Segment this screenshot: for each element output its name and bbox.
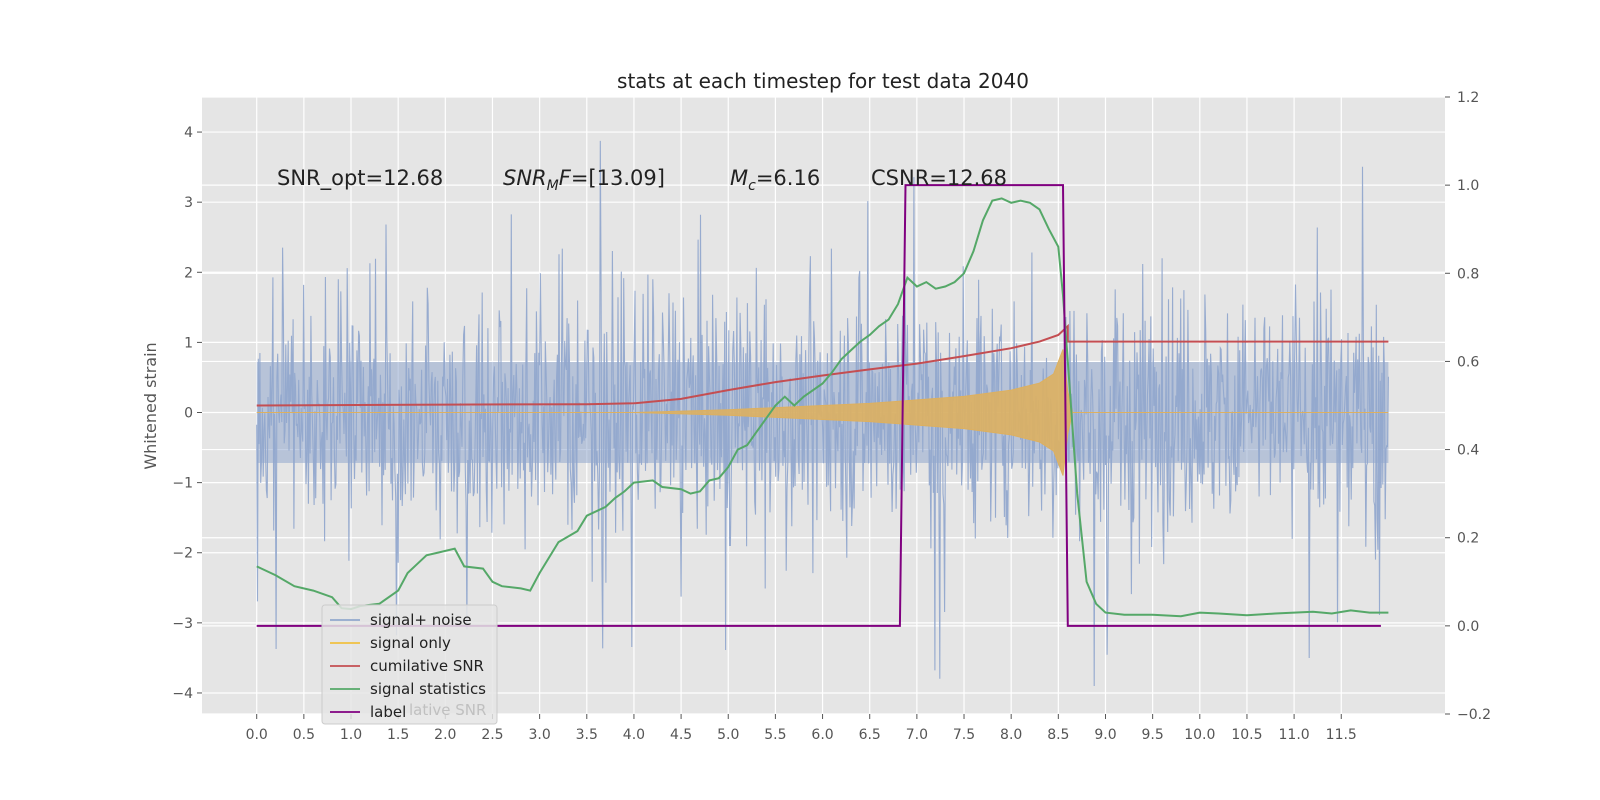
- y2-tick-label: 0.6: [1457, 354, 1479, 370]
- x-tick-label: 1.5: [387, 727, 409, 743]
- x-tick-label: 10.5: [1231, 727, 1262, 743]
- x-tick-label: 3.5: [576, 727, 598, 743]
- y-tick-label: −4: [172, 686, 193, 702]
- annotation-snr-mf-sub: M: [547, 178, 559, 194]
- x-tick-label: 1.0: [340, 727, 362, 743]
- series-signal-statistics: [256, 197, 1389, 618]
- legend: lative SNR signal+ noise signal only cumil…: [321, 604, 498, 725]
- y2-tick-label: 0.2: [1457, 531, 1479, 547]
- x-tick-label: 11.5: [1326, 727, 1357, 743]
- x-tick-label: 7.5: [953, 727, 975, 743]
- x-tick-label: 5.0: [717, 727, 739, 743]
- y-axis-label: Whitened strain: [141, 342, 160, 469]
- legend-label: signal statistics: [370, 680, 486, 698]
- y-tick-label: 2: [184, 265, 193, 281]
- x-axis: 0.0 0.5 1.0 1.5 2.0 2.5 3.0 3.5 4.0 4.5 5.0 5.5 6.0 6…: [246, 714, 1357, 743]
- y2-axis: 1.2 1.0 0.8 0.6 0.4 0.2 0.0 −0.2: [1445, 90, 1491, 723]
- series-signal-only: [256, 349, 1389, 476]
- y-tick-label: 0: [184, 406, 193, 422]
- y-axis: 4 3 2 1 0 −1 −2 −3 −4: [172, 125, 202, 702]
- x-tick-label: 6.0: [811, 727, 833, 743]
- x-tick-label: 8.0: [1000, 727, 1022, 743]
- x-tick-label: 6.5: [859, 727, 881, 743]
- series-layer: [256, 140, 1389, 687]
- annotation-mc-main: M: [730, 166, 748, 190]
- legend-ghost-text: lative SNR: [409, 701, 486, 719]
- y-tick-label: −2: [172, 546, 193, 562]
- annotation-mc-sub: c: [748, 178, 756, 194]
- annotation-snr-mf: SNRMF=[13.09]: [503, 166, 665, 194]
- annotation-mc: Mc=6.16: [730, 166, 820, 194]
- series-label: [256, 184, 1381, 627]
- annotation-snr-opt: SNR_opt=12.68: [277, 166, 443, 191]
- y-tick-label: 4: [184, 125, 193, 141]
- legend-label: label: [370, 703, 406, 721]
- legend-label: signal+ noise: [370, 611, 472, 629]
- series-cumilative-snr: [256, 323, 1389, 407]
- y-tick-label: 1: [184, 335, 193, 351]
- legend-label: cumilative SNR: [370, 657, 484, 675]
- chart-title: stats at each timestep for test data 204…: [617, 69, 1029, 93]
- x-tick-label: 11.0: [1279, 727, 1310, 743]
- x-tick-label: 0.5: [293, 727, 315, 743]
- x-tick-label: 10.0: [1184, 727, 1215, 743]
- y-tick-label: −3: [172, 616, 193, 632]
- y2-tick-label: 0.0: [1457, 619, 1479, 635]
- x-tick-label: 7.0: [906, 727, 928, 743]
- annotation-csnr: CSNR=12.68: [871, 166, 1007, 190]
- x-tick-label: 9.5: [1142, 727, 1164, 743]
- x-tick-label: 9.0: [1094, 727, 1116, 743]
- y2-tick-label: 1.0: [1457, 178, 1479, 194]
- x-tick-label: 0.0: [246, 727, 268, 743]
- annotation-mc-value: =6.16: [756, 166, 820, 190]
- x-tick-label: 4.0: [623, 727, 645, 743]
- legend-label: signal only: [370, 634, 451, 652]
- y-tick-label: 3: [184, 195, 193, 211]
- x-tick-label: 8.5: [1047, 727, 1069, 743]
- y2-tick-label: 0.4: [1457, 443, 1479, 459]
- x-tick-label: 3.0: [528, 727, 550, 743]
- annotation-snr-mf-value: =[13.09]: [571, 166, 665, 190]
- x-tick-label: 2.0: [434, 727, 456, 743]
- legend-box: [321, 604, 498, 725]
- x-tick-label: 2.5: [481, 727, 503, 743]
- annotation-snr-mf-main: SNR: [503, 166, 547, 190]
- x-tick-label: 5.5: [764, 727, 786, 743]
- x-tick-label: 4.5: [670, 727, 692, 743]
- y-tick-label: −1: [172, 476, 193, 492]
- annotation-snr-mf-f: F: [559, 166, 572, 190]
- y2-tick-label: 1.2: [1457, 90, 1479, 106]
- y2-tick-label: 0.8: [1457, 266, 1479, 282]
- y2-tick-label: −0.2: [1457, 707, 1491, 723]
